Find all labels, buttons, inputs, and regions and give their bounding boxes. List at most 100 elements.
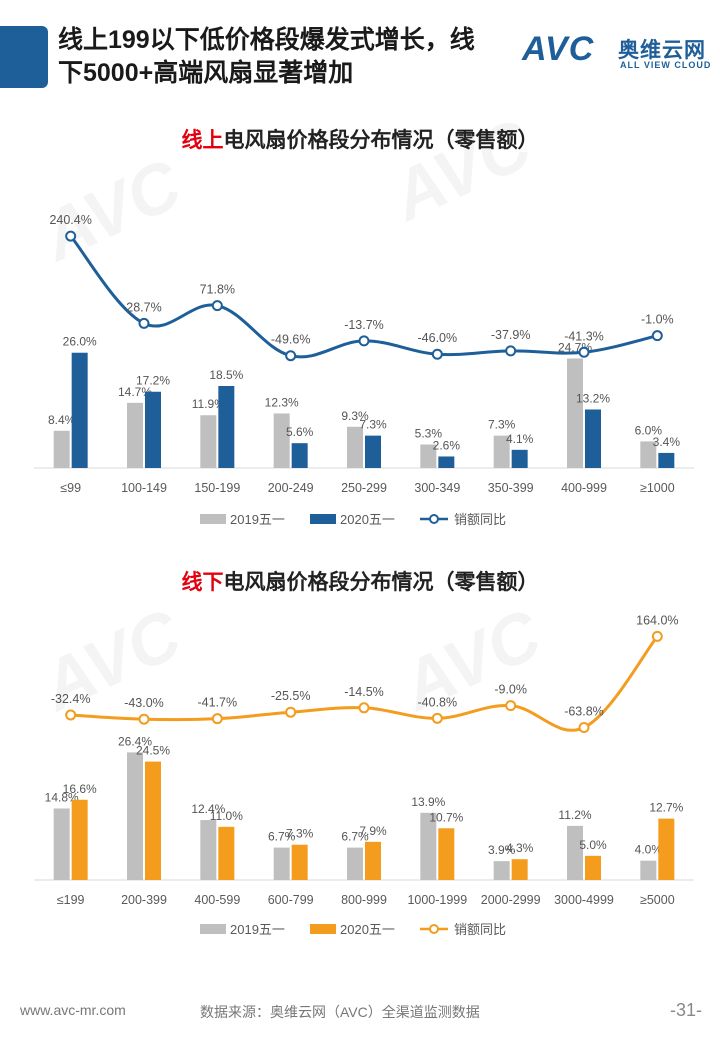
yoy-point [285,350,297,362]
bar-2020 [365,435,381,468]
yoy-point [65,709,77,721]
x-tick-label: 150-199 [194,481,240,495]
x-tick-label: ≤199 [57,893,85,907]
bar-2019 [420,812,437,880]
yoy-label: -9.0% [494,683,527,697]
yoy-label: -40.8% [418,695,458,709]
bar-2019 [567,358,583,468]
yoy-point [285,706,297,718]
online-chart-title: 线上电风扇价格段分布情况（零售额） [0,124,720,154]
yoy-point [211,300,223,312]
bar-label-2020: 10.7% [429,810,463,824]
bar-2019 [53,808,70,880]
bar-label-2020: 4.3% [506,841,534,855]
yoy-point [578,722,590,734]
yoy-label: 28.7% [126,300,161,314]
x-tick-label: 2000-2999 [481,893,541,907]
bar-label-2019: 8.4% [48,413,76,427]
yoy-point [431,348,443,360]
legend-label-2019: 2019五一 [230,922,285,937]
bar-2019 [493,861,510,880]
yoy-point [651,330,663,342]
page-number: -31- [669,1000,702,1020]
legend-label-2020: 2020五一 [340,512,395,527]
bar-label-2019: 6.0% [635,423,663,437]
bar-2020 [71,799,88,880]
page-title-line2: 下5000+高端风扇显著增加 [58,59,354,87]
bar-label-2020: 18.5% [209,368,243,382]
x-tick-label: 600-799 [268,893,314,907]
legend-swatch-yoy-marker [429,514,439,524]
x-tick-label: 3000-4999 [554,893,614,907]
yoy-label: -37.9% [491,328,531,342]
bar-label-2019: 9.3% [341,409,369,423]
yoy-label: -41.3% [564,329,604,343]
x-tick-label: 350-399 [488,481,534,495]
yoy-label: 71.8% [200,283,235,297]
bar-2019 [273,413,290,468]
bar-label-2020: 17.2% [136,374,170,388]
x-tick-label: 200-399 [121,893,167,907]
bar-2019 [200,820,217,880]
yoy-point [431,712,443,724]
yoy-label: -32.4% [51,692,91,706]
yoy-point [358,702,370,714]
bar-label-2020: 7.3% [286,827,314,841]
x-tick-label: 800-999 [341,893,387,907]
bar-2020 [511,449,528,468]
x-tick-label: 100-149 [121,481,167,495]
bar-label-2019: 7.3% [488,418,516,432]
legend-swatch-2019 [200,924,226,934]
yoy-label: -13.7% [344,318,384,332]
x-tick-label: ≤99 [60,481,81,495]
bar-2020 [365,841,381,880]
bar-label-2019: 5.3% [415,427,443,441]
logo-cn-name: 奥维云网 [618,39,706,62]
bar-label-2020: 5.0% [579,838,607,852]
online-price-chart: 8.4% 26.0% ≤99 14.7%17.2% 100-149 11.9% 18.5% 1… [34,213,694,527]
bar-label-2019: 14.7% [118,385,152,399]
bar-2019 [273,847,290,880]
bar-2020 [291,844,308,880]
legend-label-yoy: 销额同比 [454,512,506,527]
bar-label-2019: 6.7% [268,830,296,844]
page-title-line1: 线上199以下低价格段爆发式增长，线 [58,26,475,54]
yoy-label: -46.0% [418,331,458,345]
online-chart-title-highlight: 线上 [181,129,224,152]
yoy-label: -63.8% [564,705,604,719]
bar-label-2020: 7.3% [359,418,387,432]
footer-url[interactable]: www.avc-mr.com [20,1002,126,1018]
bar-2020 [145,391,161,468]
yoy-label: -41.7% [198,696,238,710]
legend-swatch-2020 [310,924,336,934]
yoy-point [651,630,663,642]
legend-swatch-yoy-marker [429,924,439,934]
bar-label-2020: 24.5% [136,744,170,758]
yoy-point [211,713,223,725]
x-tick-label: 200-249 [268,481,314,495]
bar-label-2019: 14.8% [45,790,79,804]
bar-2019 [347,426,363,468]
bar-label-2019: 12.4% [191,802,225,816]
logo-en-name: ALL VIEW CLOUD [620,60,712,70]
yoy-point [65,230,77,242]
bar-2020 [658,818,675,880]
bar-label-2020: 2.6% [433,438,461,452]
yoy-label: 240.4% [49,213,91,227]
x-tick-label: ≥5000 [640,893,675,907]
online-chart-title-rest: 电风扇价格段分布情况（零售额） [223,129,539,152]
yoy-label: -25.5% [271,689,311,703]
bar-2019 [640,860,657,880]
yoy-label: 164.0% [636,613,678,627]
bar-2019 [493,435,510,468]
x-tick-label: ≥1000 [640,481,675,495]
yoy-point [505,345,517,357]
bar-2020 [145,761,161,880]
bar-2019 [420,444,437,468]
bar-2019 [200,415,217,468]
legend-swatch-2020 [310,514,336,524]
x-tick-label: 1000-1999 [407,893,467,907]
bar-label-2019: 4.0% [635,843,663,857]
bar-label-2020: 5.6% [286,425,314,439]
x-tick-label: 400-999 [561,481,607,495]
